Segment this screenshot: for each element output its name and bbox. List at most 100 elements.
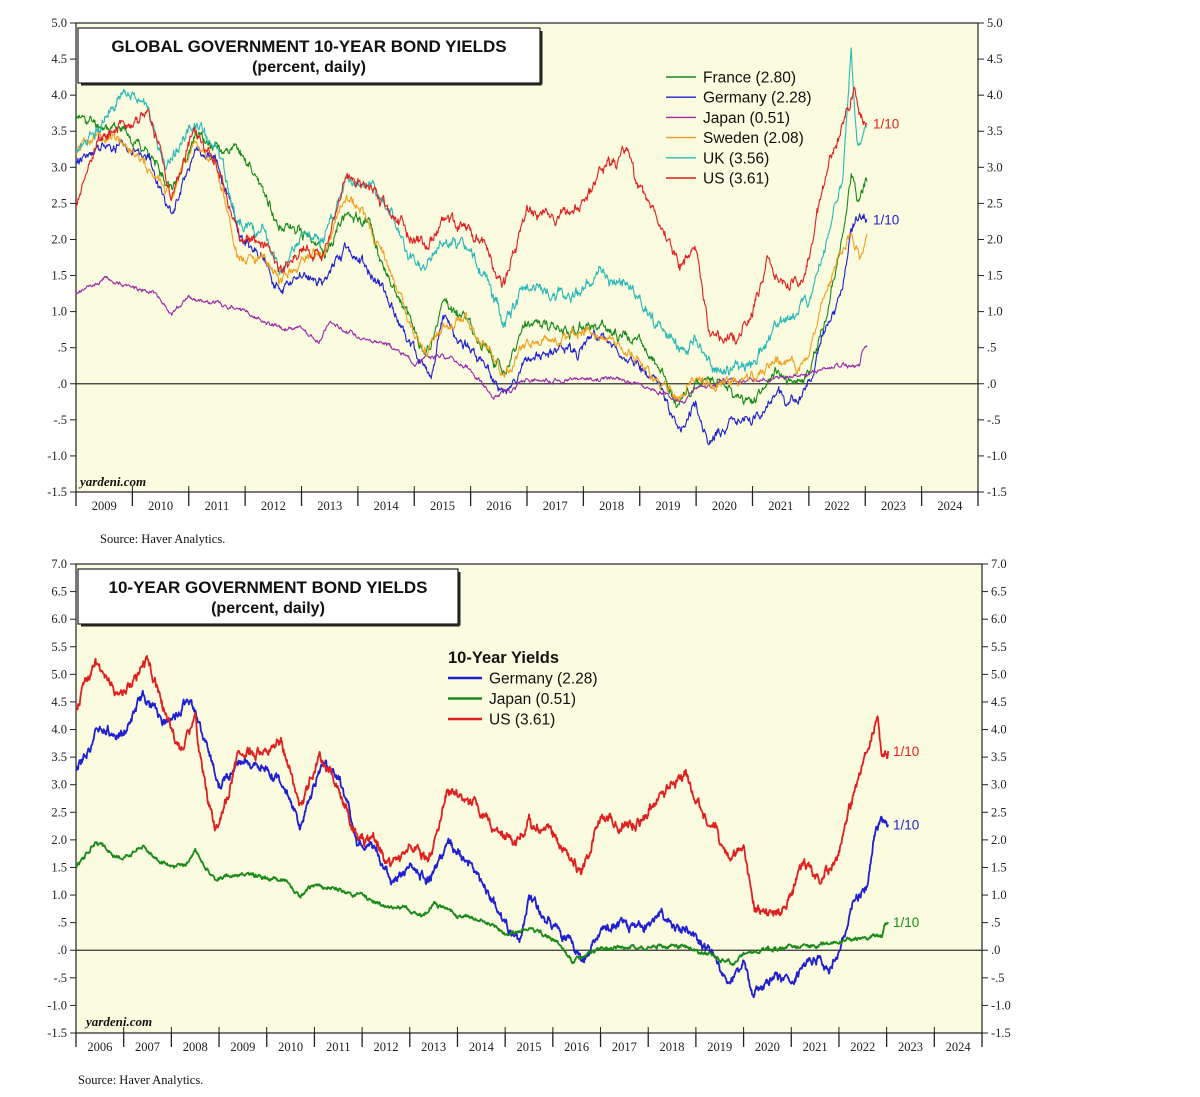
c0-series-group	[76, 47, 868, 446]
c0-legend-label: Sweden (2.08)	[703, 130, 804, 147]
c0-x-tick-label: 2014	[374, 499, 400, 513]
c0-series-line-uk	[76, 47, 867, 376]
c0-x-tick-label: 2024	[937, 499, 963, 513]
c1-x-tick-label: 2019	[707, 1040, 732, 1054]
c0-y-tick-label-right: .0	[987, 377, 996, 391]
c1-y-tick-label-right: 7.0	[991, 557, 1007, 571]
c0-x-tick-label: 2009	[92, 499, 117, 513]
c1-y-tick-label-left: .0	[58, 943, 67, 957]
c1-y-tick-label-right: -.5	[991, 971, 1005, 985]
c1-series-group	[76, 655, 889, 999]
c1-y-tick-label-right: -1.5	[991, 1026, 1011, 1040]
c0-y-tick-label-right: 1.0	[987, 305, 1003, 319]
c0-series-line-us	[76, 86, 867, 345]
c1-x-tick-label: 2006	[87, 1040, 112, 1054]
c0-x-tick-label: 2018	[599, 499, 624, 513]
c0-series-line-germany	[76, 139, 868, 446]
c0-series-line-france	[76, 114, 868, 409]
c1-x-tick-label: 2021	[803, 1040, 828, 1054]
c0-chart-subtitle: (percent, daily)	[252, 59, 366, 76]
c0-y-tick-label-left: 1.0	[51, 305, 67, 319]
c1-x-tick-label: 2017	[612, 1040, 637, 1054]
c0-x-tick-label: 2021	[768, 499, 793, 513]
c1-y-tick-label-left: -1.5	[47, 1026, 67, 1040]
c1-y-tick-label-right: 1.5	[991, 860, 1007, 874]
c1-x-tick-label: 2024	[946, 1040, 972, 1054]
c0-y-tick-label-right: 2.0	[987, 232, 1003, 246]
c0-source-note: Source: Haver Analytics.	[100, 532, 225, 546]
c0-end-label: 1/10	[873, 116, 899, 131]
c1-y-tick-label-left: 3.5	[51, 750, 67, 764]
c0-y-tick-label-left: .5	[58, 341, 67, 355]
c0-y-tick-label-right: -1.5	[987, 485, 1007, 499]
c1-y-tick-label-right: 5.0	[991, 667, 1007, 681]
ten-year-bond-yields-chart: 7.0 7.0 6.5 6.5 6.0 6.0 5.5 5.5 5.0 5.0 4.5 4.5 4.0 4…	[47, 557, 1011, 1087]
c0-legend-label: UK (3.56)	[703, 150, 769, 167]
c1-x-tick-label: 2011	[326, 1040, 351, 1054]
c0-y-tick-label-right: 1.5	[987, 269, 1003, 283]
c1-y-tick-label-left: 5.5	[51, 640, 67, 654]
c0-x-tick-label: 2023	[881, 499, 906, 513]
c1-watermark: yardeni.com	[84, 1014, 152, 1029]
c0-title-box	[77, 27, 541, 84]
c1-legend-label: Germany (2.28)	[489, 671, 598, 688]
c0-x-tick-label: 2015	[430, 499, 455, 513]
c1-legend-label: US (3.61)	[489, 712, 555, 729]
c1-y-tick-label-right: 4.0	[991, 723, 1007, 737]
c1-series-line-us	[76, 655, 889, 917]
c1-y-tick-label-right: 2.0	[991, 833, 1007, 847]
c1-y-tick-label-right: 5.5	[991, 640, 1007, 654]
c1-y-tick-label-right: -1.0	[991, 998, 1011, 1012]
c1-x-tick-label: 2013	[421, 1040, 446, 1054]
c1-x-tick-label: 2022	[850, 1040, 875, 1054]
c1-x-tick-label: 2007	[135, 1040, 160, 1054]
c0-y-tick-label-right: 3.5	[987, 124, 1003, 138]
c0-y-tick-label-right: 5.0	[987, 16, 1003, 30]
c1-y-tick-label-left: 1.0	[51, 888, 67, 902]
global-bond-yields-chart: 5.0 5.0 4.5 4.5 4.0 4.0 3.5 3.5 3.0 3.0 2.5 2.5 2.0 2…	[47, 16, 1007, 546]
c0-end-label: 1/10	[873, 212, 899, 227]
c0-legend-label: Germany (2.28)	[703, 90, 812, 107]
c1-y-tick-label-left: 7.0	[51, 557, 67, 571]
c0-series-line-sweden	[76, 127, 868, 401]
c1-series-line-japan	[76, 841, 889, 966]
c1-y-tick-label-left: 4.5	[51, 695, 67, 709]
c0-y-tick-label-left: 3.5	[51, 124, 67, 138]
c1-y-tick-label-left: -.5	[53, 971, 67, 985]
c0-y-tick-label-left: 1.5	[51, 269, 67, 283]
c0-x-tick-label: 2010	[148, 499, 173, 513]
c1-x-tick-label: 2008	[183, 1040, 208, 1054]
c0-chart-title: GLOBAL GOVERNMENT 10-YEAR BOND YIELDS	[111, 37, 506, 56]
c0-legend-label: France (2.80)	[703, 70, 796, 87]
c0-y-tick-label-right: 3.0	[987, 160, 1003, 174]
c0-legend-label: US (3.61)	[703, 171, 769, 188]
c1-y-tick-label-left: 6.5	[51, 585, 67, 599]
c1-y-tick-label-right: 6.5	[991, 585, 1007, 599]
c1-y-tick-label-left: 6.0	[51, 612, 67, 626]
c1-x-tick-label: 2020	[755, 1040, 780, 1054]
c1-y-tick-label-left: 5.0	[51, 667, 67, 681]
c1-y-tick-label-left: 2.0	[51, 833, 67, 847]
c0-x-tick-label: 2012	[261, 499, 286, 513]
c1-x-tick-label: 2009	[230, 1040, 255, 1054]
c1-y-tick-label-left: 2.5	[51, 805, 67, 819]
c1-plot-area	[75, 563, 983, 1034]
c1-y-tick-label-right: .5	[991, 916, 1000, 930]
c0-y-tick-label-right: 4.0	[987, 88, 1003, 102]
c1-x-tick-label: 2015	[517, 1040, 542, 1054]
c1-y-tick-label-left: -1.0	[47, 998, 67, 1012]
c0-y-tick-label-right: .5	[987, 341, 996, 355]
c1-legend-heading: 10-Year Yields	[448, 649, 559, 667]
c0-x-tick-label: 2013	[317, 499, 342, 513]
c0-y-tick-label-right: -.5	[987, 413, 1001, 427]
c0-y-tick-label-left: .0	[58, 377, 67, 391]
c0-y-tick-label-left: -1.5	[47, 485, 67, 499]
c1-end-label: 1/10	[893, 915, 919, 930]
c1-end-label: 1/10	[893, 817, 919, 832]
c1-y-tick-label-left: .5	[58, 916, 67, 930]
c0-y-tick-label-right: 4.5	[987, 52, 1003, 66]
c0-y-tick-label-left: 4.5	[51, 52, 67, 66]
c0-x-tick-label: 2022	[825, 499, 850, 513]
c0-x-tick-label: 2017	[543, 499, 568, 513]
c0-y-tick-label-left: 5.0	[51, 16, 67, 30]
